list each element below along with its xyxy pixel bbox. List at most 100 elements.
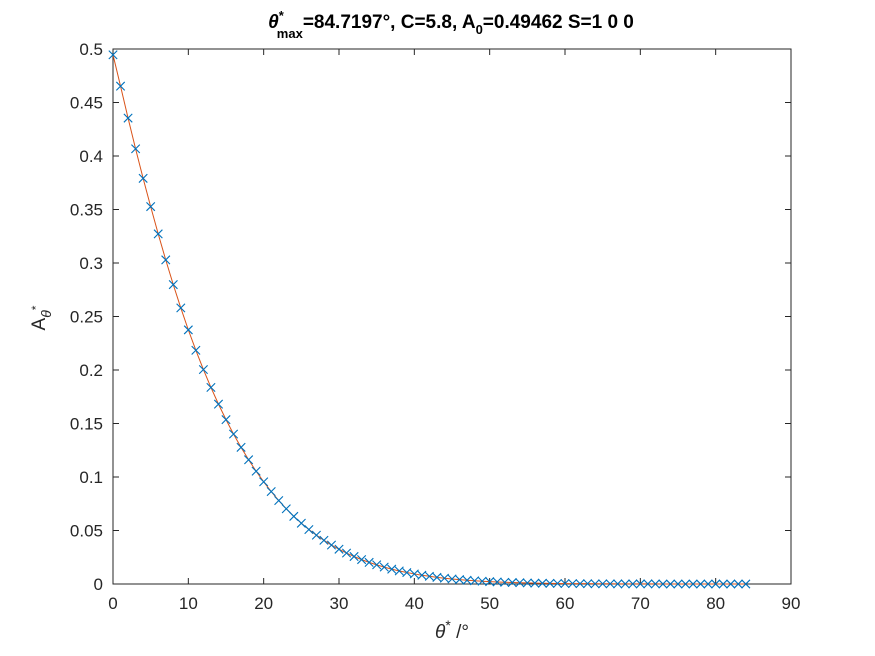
data-point-marker (236, 442, 246, 452)
data-point-marker (274, 495, 284, 506)
data-point-marker (477, 576, 487, 586)
data-point-marker (213, 399, 224, 409)
data-point-marker (462, 575, 472, 585)
data-point-marker (628, 579, 638, 589)
title-theta: θ (268, 12, 279, 33)
x-axis-label: θ* /° (435, 617, 469, 643)
data-point-marker (711, 579, 721, 589)
data-point-marker (198, 364, 208, 375)
data-point-marker (575, 579, 585, 589)
x-tick-labels: 0 10 20 30 40 50 60 70 80 90 (108, 594, 800, 613)
data-point-marker (409, 569, 419, 579)
x-tick-label: 90 (782, 594, 801, 613)
data-point-marker (545, 578, 555, 588)
data-point-marker (718, 579, 728, 589)
title-sub-0: 0 (476, 22, 483, 37)
data-point-marker (334, 544, 344, 554)
data-point-marker (281, 504, 291, 514)
data-point-marker (228, 429, 239, 439)
y-tick-label: 0.4 (79, 147, 103, 166)
data-point-marker (244, 455, 254, 465)
data-point-marker (357, 555, 367, 565)
data-point-marker (296, 518, 306, 528)
data-point-marker (379, 562, 389, 572)
y-tick-label: 0.1 (79, 468, 103, 487)
x-tick-label: 20 (254, 594, 273, 613)
data-point-marker (485, 577, 495, 587)
data-point-marker (326, 540, 337, 550)
x-tick-label: 10 (179, 594, 198, 613)
data-point-marker (583, 579, 593, 589)
data-point-marker (507, 577, 517, 588)
y-tick-label: 0.5 (79, 40, 103, 59)
data-point-marker (131, 144, 141, 154)
y-tick-label: 0.35 (70, 201, 103, 220)
data-point-marker (319, 535, 329, 545)
data-point-marker (183, 325, 193, 335)
data-point-marker (537, 578, 547, 588)
data-point-marker (500, 577, 510, 587)
x-tick-label: 0 (108, 594, 117, 613)
y-tick-label: 0.05 (70, 522, 103, 541)
data-point-marker (138, 173, 148, 183)
data-point-marker (402, 567, 412, 578)
title-star: * (279, 8, 285, 23)
data-point-marker (688, 579, 698, 589)
data-point-marker (259, 477, 269, 487)
data-point-marker (741, 579, 751, 589)
y-tick-label: 0.15 (70, 415, 103, 434)
plot-area (112, 48, 792, 585)
data-point-marker (605, 579, 615, 589)
data-point-marker (251, 466, 261, 476)
data-point-marker (522, 578, 532, 588)
data-point-marker (266, 486, 276, 497)
data-point-marker (696, 579, 706, 589)
data-point-marker (635, 579, 645, 589)
data-point-marker (673, 579, 683, 589)
ylabel-main: A (29, 317, 50, 330)
data-point-marker (394, 566, 404, 576)
data-point-marker (289, 511, 299, 521)
xlabel-star: * (445, 617, 451, 633)
data-point-marker (311, 530, 321, 540)
data-point-marker (680, 579, 691, 589)
data-point-marker (560, 578, 570, 589)
y-tick-label: 0 (94, 575, 103, 594)
data-point-marker (439, 573, 450, 583)
data-point-marker (620, 579, 630, 589)
data-point-marker (432, 572, 442, 582)
title-sub-max: max (277, 26, 304, 41)
xlabel-theta: θ (435, 622, 446, 643)
data-point-marker (372, 560, 382, 570)
data-point-marker (221, 415, 231, 425)
data-point-marker (153, 229, 163, 239)
data-point-marker (161, 255, 171, 265)
data-point-marker (454, 575, 465, 585)
data-point-marker (650, 579, 660, 589)
data-point-marker (613, 579, 623, 589)
data-point-marker (387, 564, 397, 574)
data-point-marker (115, 81, 126, 91)
data-point-marker (733, 579, 743, 589)
y-tick-label: 0.25 (70, 308, 103, 327)
data-point-marker (665, 579, 676, 589)
data-point-marker (515, 578, 525, 588)
title-part1: =84.7197°, C=5.8, A (303, 12, 476, 33)
data-point-marker (304, 524, 314, 535)
data-point-marker (191, 345, 201, 355)
marker-series (108, 50, 751, 589)
x-tick-label: 30 (330, 594, 349, 613)
data-point-marker (341, 548, 352, 558)
y-tick-label: 0.2 (79, 361, 103, 380)
data-point-marker (703, 579, 713, 589)
y-tick-label: 0.3 (79, 254, 103, 273)
data-point-marker (492, 577, 502, 587)
data-point-marker (658, 579, 668, 589)
data-point-marker (530, 578, 540, 588)
x-tick-label: 60 (556, 594, 575, 613)
y-axis-label: Aθ* (29, 305, 54, 330)
data-point-marker (123, 113, 133, 123)
y-tick-labels: 0 0.05 0.1 0.15 0.2 0.25 0.3 0.35 0.4 0.45 0.5 (70, 40, 103, 594)
x-tick-label: 50 (480, 594, 499, 613)
